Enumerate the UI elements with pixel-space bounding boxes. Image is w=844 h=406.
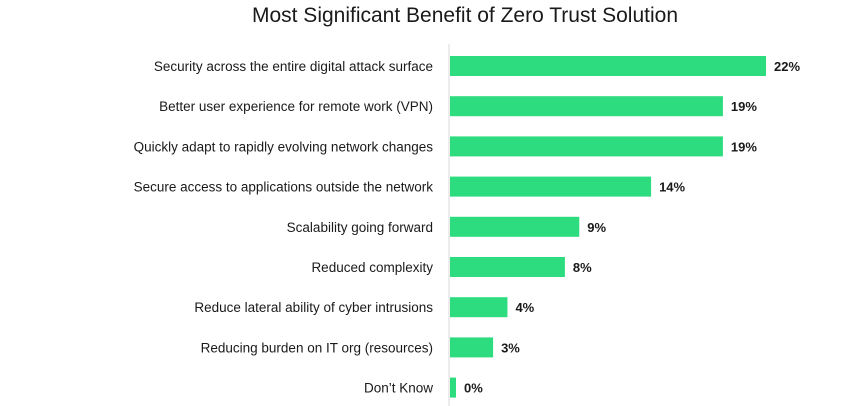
bar: [450, 96, 723, 117]
value-label: 0%: [464, 381, 483, 396]
category-label: Reduce lateral ability of cyber intrusio…: [194, 300, 433, 315]
value-label: 3%: [501, 340, 520, 355]
bar: [450, 56, 766, 76]
value-label: 8%: [573, 260, 592, 275]
value-label: 19%: [731, 99, 757, 114]
category-label: Reducing burden on IT org (resources): [201, 340, 433, 355]
category-label: Secure access to applications outside th…: [134, 180, 434, 195]
category-label: Scalability going forward: [287, 220, 433, 235]
category-label: Reduced complexity: [311, 260, 433, 275]
bar: [450, 257, 565, 277]
chart-title: Most Significant Benefit of Zero Trust S…: [251, 4, 679, 27]
category-label: Better user experience for remote work (…: [159, 99, 433, 114]
value-label: 14%: [659, 180, 685, 195]
bar: [450, 216, 580, 237]
category-label: Quickly adapt to rapidly evolving networ…: [134, 139, 434, 154]
bar: [450, 337, 494, 358]
bar: [450, 176, 652, 197]
bar: [450, 136, 723, 157]
value-label: 22%: [774, 59, 800, 74]
value-label: 4%: [515, 300, 534, 315]
category-label: Security across the entire digital attac…: [154, 59, 433, 74]
bar: [450, 297, 508, 318]
value-label: 19%: [731, 139, 757, 154]
category-label: Don’t Know: [364, 381, 433, 396]
bar: [450, 377, 456, 398]
value-label: 9%: [587, 220, 606, 235]
